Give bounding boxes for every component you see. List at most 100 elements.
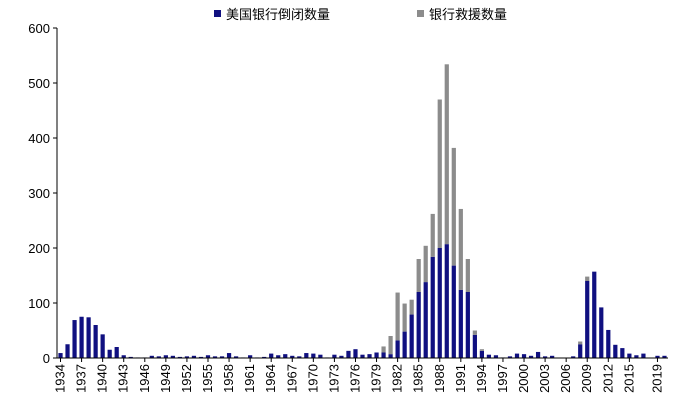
bar-failures-1994 <box>479 350 484 358</box>
bar-failures-1943 <box>121 355 126 358</box>
bar-failures-1999 <box>514 353 520 358</box>
bar-rescues-1990 <box>451 147 456 266</box>
bar-failures-1986 <box>423 282 428 358</box>
bar-failures-1953 <box>191 355 197 358</box>
bar-failures-2012 <box>606 329 611 358</box>
x-tick-label: 1961 <box>242 364 257 393</box>
x-tick-label: 1967 <box>284 364 299 393</box>
bar-failures-1980 <box>381 352 386 358</box>
x-tick-label: 1970 <box>305 364 320 393</box>
bar-failures-1975 <box>346 350 351 358</box>
bar-failures-1983 <box>402 331 407 358</box>
bar-rescues-1981 <box>388 336 393 355</box>
bar-rescues-1983 <box>402 303 407 332</box>
bar-failures-1990 <box>451 265 456 358</box>
bar-failures-1950 <box>170 355 175 358</box>
x-tick-label: 1985 <box>411 364 426 393</box>
x-tick-label: 1964 <box>263 364 278 393</box>
bar-failures-1948 <box>156 356 161 358</box>
x-tick-label: 1940 <box>95 364 110 393</box>
bar-failures-1961 <box>248 355 253 358</box>
bar-rescues-1980 <box>381 346 386 353</box>
x-tick-label: 1979 <box>369 364 384 393</box>
legend-item-rescues: 银行救援数量 <box>417 4 507 23</box>
y-tick-label: 0 <box>43 351 50 366</box>
x-tick-label: 1937 <box>74 364 89 393</box>
bar-failures-1967 <box>290 355 295 358</box>
bar-failures-1963 <box>262 356 267 358</box>
bar-failures-1977 <box>360 354 365 358</box>
bar-failures-1954 <box>198 356 204 358</box>
bar-failures-1991 <box>458 289 463 358</box>
bar-failures-1939 <box>93 325 98 358</box>
bar-failures-1951 <box>177 356 183 358</box>
bar-failures-1988 <box>437 248 442 358</box>
bar-failures-1998 <box>507 356 513 358</box>
x-tick-label: 2003 <box>537 364 552 393</box>
bar-failures-1957 <box>219 356 225 358</box>
x-tick-label: 1994 <box>474 364 489 393</box>
bar-failures-1940 <box>100 334 105 358</box>
bar-failures-1958 <box>226 353 232 358</box>
bar-failures-1968 <box>297 356 302 358</box>
x-tick-label: 1976 <box>347 364 362 393</box>
x-tick-label: 2012 <box>600 364 615 393</box>
bar-rescues-1992 <box>465 259 470 292</box>
bar-failures-2011 <box>599 307 604 358</box>
bar-failures-1966 <box>283 354 288 358</box>
x-tick-label: 2015 <box>621 364 636 393</box>
y-tick-label: 200 <box>28 241 50 256</box>
bar-failures-2013 <box>613 344 618 358</box>
bar-failures-1949 <box>163 355 168 358</box>
bar-failures-2014 <box>620 348 625 358</box>
bar-failures-2015 <box>627 353 632 358</box>
bar-rescues-2008 <box>578 341 583 345</box>
y-tick-label: 300 <box>28 186 50 201</box>
bar-rescues-1985 <box>416 259 421 292</box>
x-tick-label: 2019 <box>649 364 664 393</box>
bar-failures-1982 <box>395 340 400 358</box>
x-tick-label: 2006 <box>558 364 573 393</box>
legend-item-failures: 美国银行倒闭数量 <box>214 4 331 23</box>
x-tick-label: 1997 <box>495 364 510 393</box>
bar-failures-1956 <box>212 356 218 358</box>
x-tick-label: 1943 <box>116 364 131 393</box>
bar-failures-1995 <box>486 354 492 358</box>
bar-failures-2010 <box>592 271 597 358</box>
bar-failures-2016 <box>634 355 639 358</box>
bar-failures-1944 <box>128 356 133 358</box>
bar-rescues-1986 <box>423 245 428 283</box>
x-tick-label: 1955 <box>200 364 215 393</box>
bar-failures-1989 <box>444 244 449 358</box>
x-tick-label: 1958 <box>221 364 236 393</box>
bar-failures-1992 <box>465 292 470 358</box>
x-tick-label: 1973 <box>326 364 341 393</box>
bar-failures-1973 <box>332 354 337 358</box>
legend-label-failures: 美国银行倒闭数量 <box>226 7 331 23</box>
bar-failures-1959 <box>233 356 239 358</box>
bar-failures-2009 <box>585 281 590 358</box>
bar-failures-1938 <box>86 317 91 358</box>
bar-failures-2020 <box>662 355 667 358</box>
bar-rescues-1982 <box>395 292 400 341</box>
bar-failures-1955 <box>205 355 211 358</box>
bar-failures-2003 <box>542 356 548 358</box>
bar-failures-2019 <box>655 355 660 358</box>
bar-failures-2004 <box>550 355 555 358</box>
x-tick-label: 1934 <box>53 364 68 393</box>
bar-failures-1987 <box>430 256 435 358</box>
bar-failures-1985 <box>416 292 421 358</box>
bar-failures-1942 <box>114 347 119 358</box>
bar-failures-1979 <box>374 352 379 358</box>
x-tick-label: 1952 <box>179 364 194 393</box>
bar-failures-1941 <box>107 349 112 358</box>
bar-failures-1964 <box>269 353 274 358</box>
bar-rescues-1994 <box>479 349 484 351</box>
bar-failures-1947 <box>149 355 154 358</box>
bar-failures-1969 <box>304 353 309 358</box>
bar-failures-1965 <box>276 355 281 358</box>
y-tick-label: 500 <box>28 76 50 91</box>
y-tick-label: 100 <box>28 296 50 311</box>
bar-failures-2008 <box>578 344 583 358</box>
